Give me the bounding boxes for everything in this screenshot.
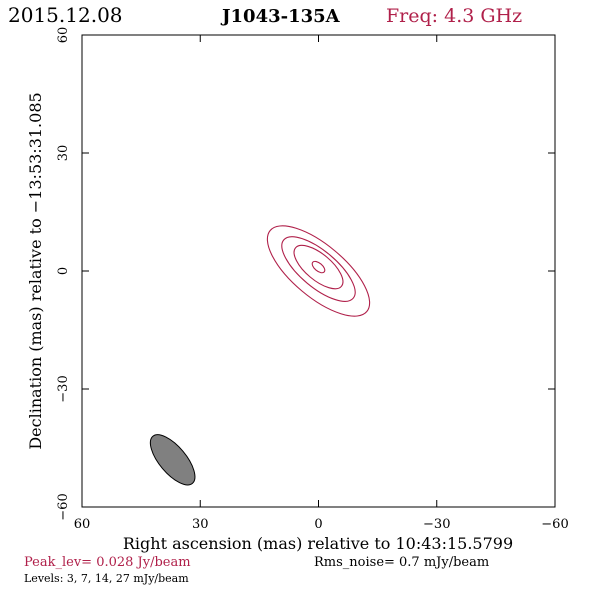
contour-set	[266, 225, 371, 317]
rms-noise: Rms_noise= 0.7 mJy/beam	[314, 555, 489, 570]
beam-group	[149, 434, 196, 486]
contour-level-7	[281, 236, 356, 302]
x-tick-labels: 60 30 0 −30 −60	[74, 517, 569, 532]
y-tick-label: −60	[56, 493, 71, 520]
contour-level-14	[293, 244, 344, 290]
x-tick-label: 30	[192, 517, 209, 532]
contour-levels: Levels: 3, 7, 14, 27 mJy/beam	[24, 572, 189, 585]
contour-level-3	[266, 225, 371, 317]
observation-date: 2015.12.08	[8, 3, 123, 27]
contour-level-27	[311, 260, 326, 274]
y-tick-label: 30	[56, 145, 71, 162]
x-tick-label: 60	[74, 517, 91, 532]
y-tick-labels: −60 −30 0 30 60	[56, 27, 71, 521]
x-tick-label: 0	[314, 517, 322, 532]
x-axis-title: Right ascension (mas) relative to 10:43:…	[123, 534, 513, 553]
y-axis-title: Declination (mas) relative to −13:53:31.…	[26, 92, 45, 449]
y-tick-label: −30	[56, 375, 71, 402]
axis-ticks	[81, 34, 556, 508]
source-name: J1043-135A	[220, 6, 341, 27]
y-tick-label: 0	[56, 267, 71, 275]
beam-ellipse	[149, 434, 196, 486]
x-tick-label: −30	[423, 517, 450, 532]
x-tick-label: −60	[541, 517, 568, 532]
y-tick-label: 60	[56, 27, 71, 44]
peak-level: Peak_lev= 0.028 Jy/beam	[24, 555, 191, 570]
frequency-label: Freq: 4.3 GHz	[386, 5, 522, 27]
